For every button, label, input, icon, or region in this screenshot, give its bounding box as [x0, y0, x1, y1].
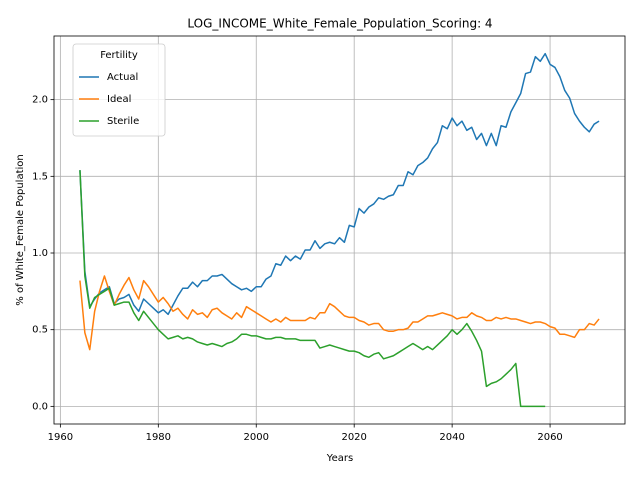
x-tick-label: 2000 [244, 432, 269, 443]
y-tick-label: 0.0 [32, 401, 48, 412]
x-tick-label: 1980 [146, 432, 171, 443]
legend: Fertility Actual Ideal Sterile [72, 43, 166, 137]
lines [79, 52, 600, 408]
y-axis-label: % of White_Female Population [15, 154, 26, 305]
series-line [79, 170, 546, 408]
axes: 1960 1980 2000 2020 2040 2060 0.0 0.5 1.0 1.5 2.0 [32, 95, 563, 443]
y-tick-label: 1.0 [32, 248, 48, 259]
y-tick-label: 0.5 [32, 325, 48, 336]
legend-label: Ideal [107, 94, 131, 105]
legend-label: Sterile [107, 116, 139, 127]
legend-label: Actual [107, 72, 138, 83]
chart-title: LOG_INCOME_White_Female_Population_Scori… [187, 17, 492, 31]
x-tick-label: 2040 [439, 432, 464, 443]
y-tick-label: 2.0 [32, 95, 48, 106]
series-line [79, 275, 600, 351]
x-tick-label: 1960 [48, 432, 73, 443]
grid [54, 36, 625, 424]
x-tick-label: 2020 [341, 432, 366, 443]
legend-title: Fertility [100, 50, 138, 61]
plot-frame [53, 35, 626, 425]
series-line [79, 52, 600, 316]
y-tick-label: 1.5 [32, 171, 48, 182]
legend-box [72, 43, 166, 137]
x-axis-label: Years [326, 453, 353, 464]
x-tick-label: 2060 [537, 432, 562, 443]
